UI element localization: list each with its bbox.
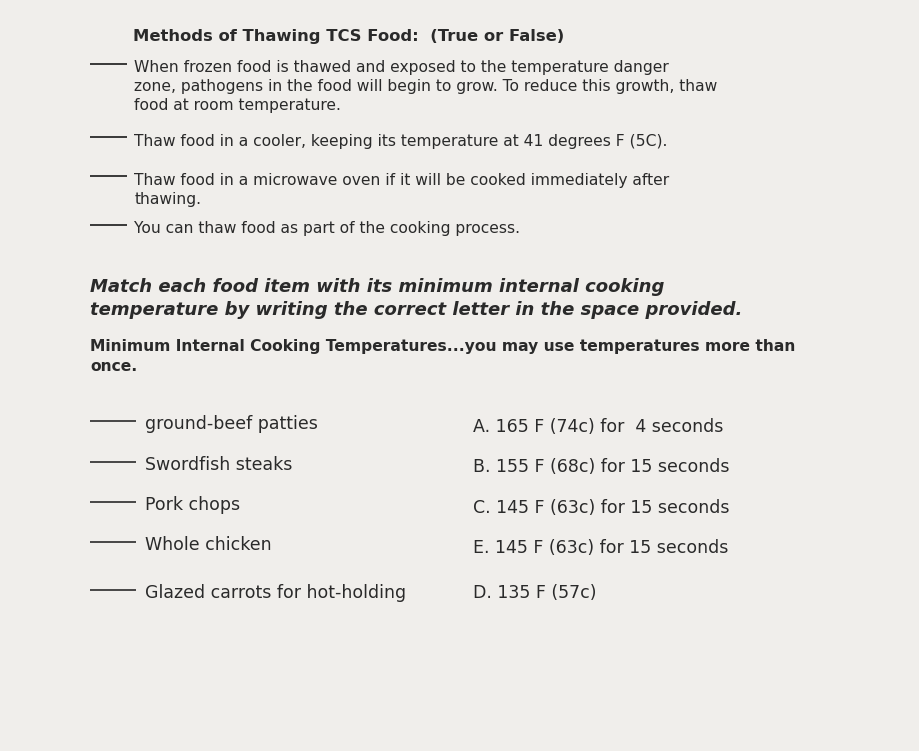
Text: C. 145 F (63c) for 15 seconds: C. 145 F (63c) for 15 seconds: [473, 499, 730, 517]
Text: You can thaw food as part of the cooking process.: You can thaw food as part of the cooking…: [134, 221, 520, 236]
Text: E. 145 F (63c) for 15 seconds: E. 145 F (63c) for 15 seconds: [473, 539, 729, 557]
Text: Swordfish steaks: Swordfish steaks: [145, 456, 292, 474]
Text: ground-beef patties: ground-beef patties: [145, 415, 318, 433]
Text: Glazed carrots for hot-holding: Glazed carrots for hot-holding: [145, 584, 406, 602]
Text: B. 155 F (68c) for 15 seconds: B. 155 F (68c) for 15 seconds: [473, 458, 730, 476]
Text: Minimum Internal Cooking Temperatures...you may use temperatures more than
once.: Minimum Internal Cooking Temperatures...…: [90, 339, 796, 374]
Text: Whole chicken: Whole chicken: [145, 536, 272, 554]
Text: When frozen food is thawed and exposed to the temperature danger
zone, pathogens: When frozen food is thawed and exposed t…: [134, 60, 718, 113]
Text: Pork chops: Pork chops: [145, 496, 241, 514]
Text: Match each food item with its minimum internal cooking
temperature by writing th: Match each food item with its minimum in…: [90, 278, 743, 318]
Text: D. 135 F (57c): D. 135 F (57c): [473, 584, 596, 602]
Text: Thaw food in a microwave oven if it will be cooked immediately after
thawing.: Thaw food in a microwave oven if it will…: [134, 173, 669, 207]
Text: Methods of Thawing TCS Food:  (True or False): Methods of Thawing TCS Food: (True or Fa…: [133, 29, 564, 44]
Text: A. 165 F (74c) for  4 seconds: A. 165 F (74c) for 4 seconds: [473, 418, 723, 436]
Text: Thaw food in a cooler, keeping its temperature at 41 degrees F (5C).: Thaw food in a cooler, keeping its tempe…: [134, 134, 667, 149]
